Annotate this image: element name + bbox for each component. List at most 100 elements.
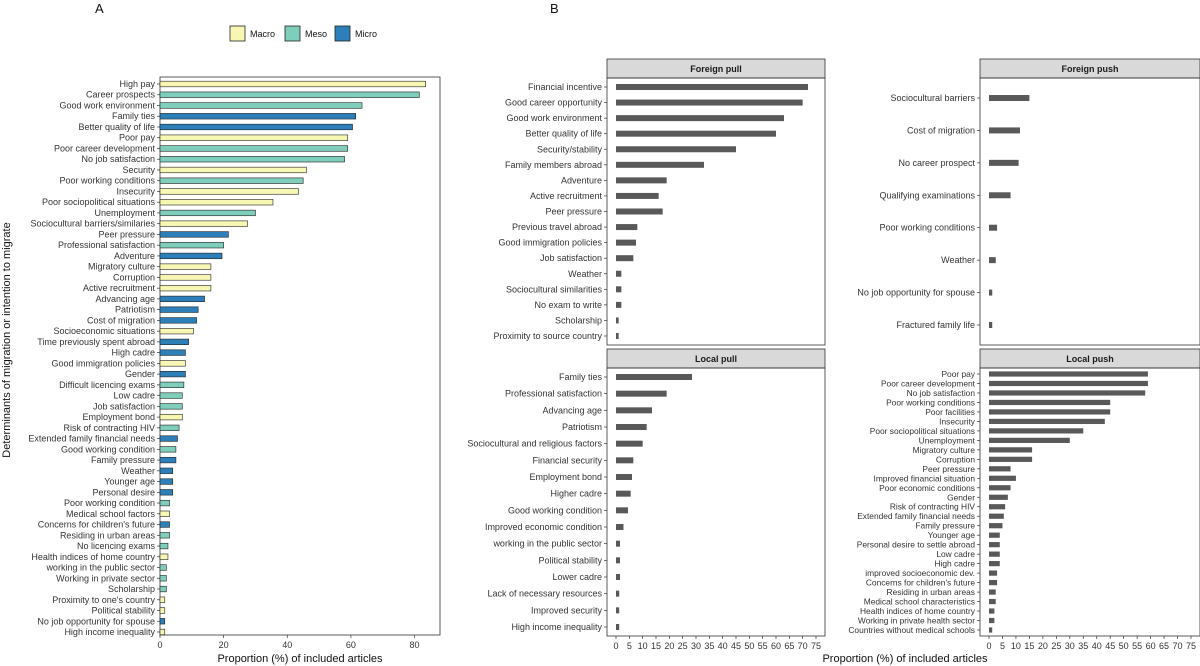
y-tick-label: Proximity to one's country [52, 595, 155, 605]
bar [159, 360, 186, 367]
bar [989, 608, 995, 614]
y-tick-label: Employment bond [82, 412, 155, 422]
bar [989, 456, 1033, 462]
bar [616, 146, 736, 153]
y-tick-label: working in the public sector [492, 539, 602, 549]
bar [989, 579, 998, 586]
bar [159, 435, 178, 442]
bar [616, 407, 652, 414]
bar [616, 224, 638, 231]
y-tick-label: Job satisfaction [540, 253, 602, 263]
y-tick-label: Financial security [532, 455, 602, 465]
bar [159, 575, 167, 582]
bar [616, 270, 622, 277]
bar [159, 263, 212, 270]
y-tick-label: Weather [568, 269, 602, 279]
facet-title: Foreign push [1062, 64, 1119, 74]
bar [159, 403, 183, 410]
y-tick-label: Weather [121, 466, 155, 476]
y-tick-label: Lack of necessary resources [487, 589, 602, 599]
y-tick-label: Patriotism [562, 422, 602, 432]
y-tick-label: High cadre [111, 348, 155, 358]
x-tick-label: 50 [1119, 641, 1129, 651]
y-tick-label: High income inequality [511, 622, 602, 632]
y-tick-label: Employment bond [529, 472, 602, 482]
y-tick-label: Extended family financial needs [857, 511, 975, 521]
y-tick-label: Poor pay [119, 133, 156, 143]
y-tick-label: High pay [119, 79, 155, 89]
y-tick-label: Unemployment [94, 208, 155, 218]
y-tick-label: Poor career development [881, 378, 976, 388]
bar [616, 192, 659, 199]
bar [159, 456, 177, 464]
x-tick-label: 30 [1065, 641, 1075, 651]
y-tick-label: Peer pressure [545, 207, 602, 217]
y-tick-label: Cost of migration [87, 315, 155, 325]
bar [989, 542, 1000, 548]
bar [989, 475, 1016, 481]
y-tick-label: Good work environment [59, 100, 155, 110]
bar [159, 285, 212, 292]
x-tick-label: 40 [1092, 641, 1102, 651]
bar [159, 424, 180, 431]
legend-key-macro [229, 25, 246, 42]
x-tick-label: 70 [1173, 641, 1183, 651]
y-tick-label: Low cadre [936, 549, 975, 559]
bar [616, 624, 620, 630]
x-tick-label: 30 [691, 641, 701, 651]
y-tick-label: Residing in urban areas [887, 587, 975, 597]
bar [616, 524, 624, 530]
bar [989, 551, 1000, 557]
bar [159, 467, 174, 474]
y-tick-label: Poor working conditions [879, 223, 975, 233]
y-tick-label: Poor sociopolitical situations [42, 197, 156, 207]
y-tick-label: Poor economic conditions [879, 483, 975, 493]
bar [616, 208, 663, 215]
bar [159, 596, 166, 603]
bar [159, 113, 356, 120]
y-tick-label: Good career opportunity [505, 98, 603, 108]
bar [989, 437, 1070, 443]
y-tick-label: Insecurity [939, 416, 976, 426]
facet-title: Local pull [695, 354, 737, 364]
y-tick-label: Difficult licencing exams [59, 380, 155, 390]
y-tick-label: Good immigration policies [51, 358, 155, 368]
bar [616, 130, 776, 137]
bar [159, 446, 177, 453]
x-tick-label: 25 [678, 641, 688, 651]
x-tick-label: 15 [1024, 641, 1034, 651]
y-tick-label: Poor pay [941, 369, 975, 379]
bar [616, 440, 643, 447]
y-tick-label: No job satisfaction [907, 388, 976, 398]
y-tick-label: Time previously spent abroad [37, 337, 155, 347]
bar [616, 390, 667, 397]
bar [989, 561, 1000, 567]
plot-border-a [159, 76, 441, 636]
y-tick-label: Proximity to source country [493, 331, 602, 341]
y-tick-label: Sociocultural barriers/similaries [30, 219, 155, 229]
bar [159, 381, 185, 388]
y-tick-label: Personal desire to settle abroad [857, 540, 976, 550]
legend-key-micro [334, 25, 351, 42]
bar [159, 145, 349, 152]
x-tick-label: 65 [1159, 641, 1169, 651]
legend-label-macro: Macro [250, 29, 275, 39]
y-tick-label: Younger age [104, 477, 155, 487]
y-tick-label: No job opportunity for spouse [857, 288, 975, 298]
bar [989, 589, 996, 595]
bar [159, 585, 167, 593]
bar [159, 478, 174, 485]
x-tick-label: 60 [1146, 641, 1156, 651]
bar [989, 127, 1020, 134]
y-tick-label: Low cadre [113, 391, 155, 401]
y-tick-label: Career prospects [86, 90, 156, 100]
bar [159, 328, 194, 335]
bar [159, 371, 186, 378]
y-tick-label: Cost of migration [907, 125, 975, 135]
y-tick-label: Financial incentive [528, 82, 602, 92]
bar [616, 286, 622, 293]
bar [159, 349, 186, 356]
bar [616, 424, 647, 430]
bar [159, 188, 299, 195]
